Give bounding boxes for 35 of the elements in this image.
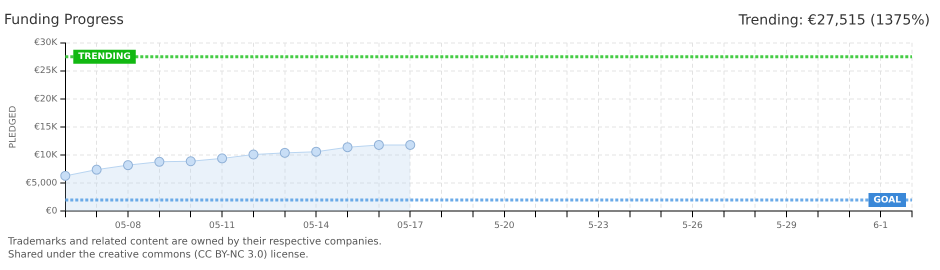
point <box>248 150 258 160</box>
ref-line-label: TRENDING <box>78 52 131 62</box>
y-tick-label: €25K <box>34 66 58 76</box>
y-tick-label: €30K <box>34 38 58 48</box>
x-tick-label: 05-17 <box>397 220 424 231</box>
point <box>186 156 196 166</box>
x-tick-label: 05-11 <box>209 220 236 231</box>
y-tick-label: €0 <box>46 206 58 217</box>
x-tick-label: 05-08 <box>114 220 142 231</box>
text: Shared under the creative commons (CC BY-NC 3.0) license. <box>8 250 309 261</box>
point <box>92 164 102 175</box>
x-tick-label: 5-26 <box>682 220 703 231</box>
y-tick-label: €5,000 <box>26 178 58 188</box>
x-tick-label: 5-20 <box>494 220 515 231</box>
point <box>154 156 164 167</box>
x-tick-label: 6-1 <box>873 220 888 231</box>
point <box>342 142 353 152</box>
x-tick-label: 05-14 <box>303 220 330 231</box>
point <box>123 160 134 170</box>
text: Trending: €27,515 (1375%) <box>738 12 930 29</box>
point <box>280 148 290 158</box>
y-tick-label: €20K <box>34 94 58 104</box>
y-axis-title: PLEDGED <box>8 106 19 148</box>
point <box>374 140 384 150</box>
y-tick-label: €15K <box>34 122 58 132</box>
point <box>405 140 416 150</box>
x-tick-label: 5-23 <box>588 220 609 231</box>
point <box>311 146 322 157</box>
text: Trademarks and related content are owned by their respective companies. <box>7 236 382 248</box>
x-tick-label: 5-29 <box>776 220 798 231</box>
point <box>60 170 70 181</box>
y-tick-label: €10K <box>34 150 58 160</box>
ref-line-label: GOAL <box>874 195 902 206</box>
chart-title: Funding Progress <box>4 12 124 28</box>
point <box>217 153 228 164</box>
